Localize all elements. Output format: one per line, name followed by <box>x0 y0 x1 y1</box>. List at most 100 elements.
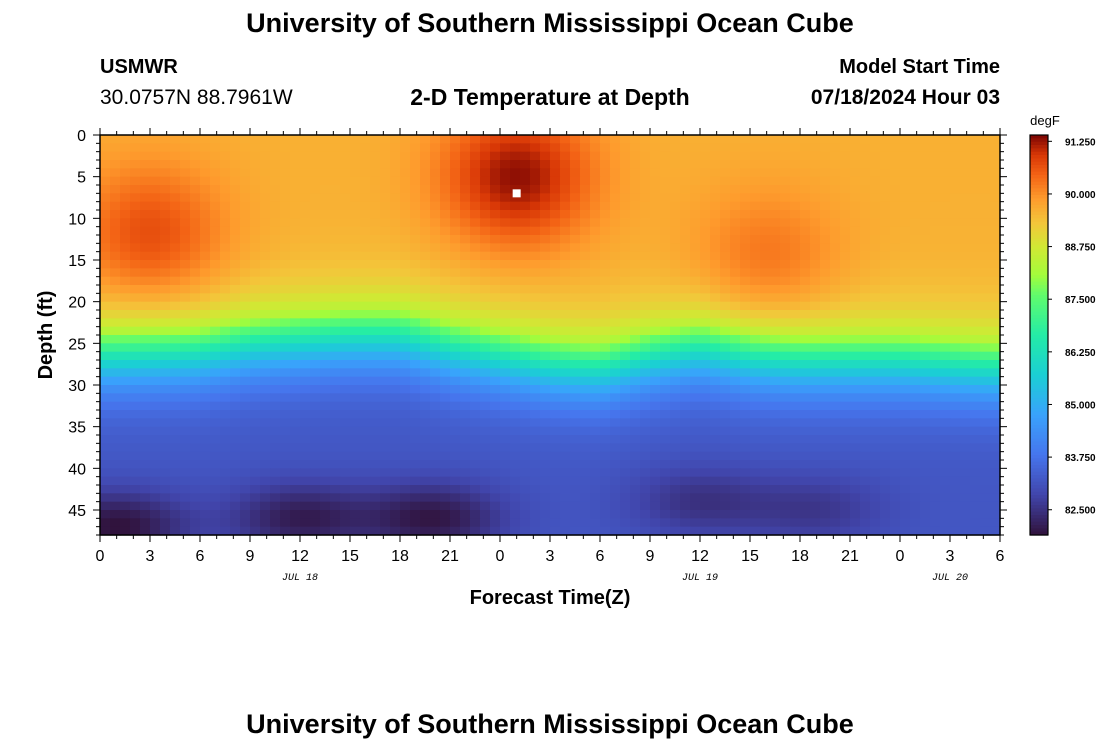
heatmap-cell <box>970 435 981 444</box>
heatmap-cell <box>840 243 851 253</box>
heatmap-cell <box>660 501 671 511</box>
heatmap-cell <box>960 343 971 353</box>
heatmap-cell <box>610 251 621 261</box>
heatmap-cell <box>650 160 661 169</box>
heatmap-cell <box>840 285 851 294</box>
heatmap-cell <box>960 251 971 261</box>
heatmap-cell <box>290 410 301 419</box>
heatmap-cell <box>330 135 341 144</box>
heatmap-cell <box>920 301 931 311</box>
heatmap-cell <box>130 318 141 328</box>
heatmap-cell <box>120 268 131 278</box>
heatmap-cell <box>730 435 741 444</box>
heatmap-cell <box>840 235 851 244</box>
heatmap-cell <box>360 510 371 519</box>
heatmap-cell <box>670 501 681 511</box>
heatmap-cell <box>980 276 991 286</box>
heatmap-cell <box>670 276 681 286</box>
heatmap-cell <box>860 201 871 211</box>
heatmap-cell <box>550 476 561 486</box>
heatmap-cell <box>950 501 961 511</box>
heatmap-cell <box>260 168 271 178</box>
heatmap-cell <box>380 193 391 203</box>
heatmap-cell <box>140 485 151 494</box>
heatmap-cell <box>490 151 501 161</box>
heatmap-cell <box>460 376 471 386</box>
heatmap-cell <box>300 443 311 453</box>
heatmap-cell <box>210 335 221 344</box>
heatmap-cell <box>350 235 361 244</box>
heatmap-cell <box>930 376 941 386</box>
heatmap-cell <box>480 168 491 178</box>
heatmap-cell <box>870 235 881 244</box>
heatmap-cell <box>200 251 211 261</box>
heatmap-cell <box>720 501 731 511</box>
heatmap-cell <box>940 210 951 219</box>
heatmap-cell <box>280 385 291 394</box>
heatmap-cell <box>640 260 651 269</box>
heatmap-cell <box>760 318 771 328</box>
heatmap-cell <box>530 201 541 211</box>
heatmap-cell <box>440 310 451 319</box>
heatmap-cell <box>510 201 521 211</box>
colorbar-segment <box>1030 331 1048 336</box>
heatmap-cell <box>690 451 701 461</box>
heatmap-cell <box>310 293 321 303</box>
heatmap-cell <box>830 351 841 361</box>
chart-title: University of Southern Mississippi Ocean… <box>246 8 854 38</box>
heatmap-cell <box>530 451 541 461</box>
heatmap-cell <box>440 510 451 519</box>
heatmap-cell <box>810 226 821 236</box>
heatmap-cell <box>710 285 721 294</box>
heatmap-cell <box>790 293 801 303</box>
heatmap-cell <box>530 326 541 336</box>
heatmap-cell <box>840 335 851 344</box>
heatmap-cell <box>640 360 651 369</box>
heatmap-cell <box>830 393 841 403</box>
heatmap-cell <box>170 251 181 261</box>
heatmap-cell <box>620 501 631 511</box>
heatmap-cell <box>950 243 961 253</box>
heatmap-cell <box>100 426 111 436</box>
heatmap-cell <box>210 385 221 394</box>
heatmap-cell <box>830 418 841 428</box>
heatmap-cell <box>440 318 451 328</box>
heatmap-cell <box>280 151 291 161</box>
heatmap-cell <box>990 443 1001 453</box>
heatmap-cell <box>270 418 281 428</box>
heatmap-cell <box>200 160 211 169</box>
heatmap-cell <box>480 243 491 253</box>
heatmap-cell <box>180 401 191 411</box>
heatmap-cell <box>310 385 321 394</box>
heatmap-cell <box>870 360 881 369</box>
heatmap-cell <box>970 368 981 378</box>
heatmap-cell <box>770 493 781 503</box>
heatmap-cell <box>400 135 411 144</box>
heatmap-cell <box>680 501 691 511</box>
heatmap-cell <box>690 310 701 319</box>
heatmap-cell <box>430 460 441 469</box>
heatmap-cell <box>760 418 771 428</box>
heatmap-cell <box>120 301 131 311</box>
heatmap-cell <box>480 210 491 219</box>
heatmap-cell <box>930 151 941 161</box>
heatmap-cell <box>760 243 771 253</box>
heatmap-cell <box>880 193 891 203</box>
heatmap-cell <box>410 351 421 361</box>
heatmap-cell <box>450 426 461 436</box>
heatmap-cell <box>590 343 601 353</box>
heatmap-cell <box>150 251 161 261</box>
colorbar-segment <box>1030 418 1048 423</box>
heatmap-cell <box>690 343 701 353</box>
heatmap-cell <box>790 410 801 419</box>
heatmap-cell <box>490 243 501 253</box>
heatmap-cell <box>520 151 531 161</box>
heatmap-cell <box>770 310 781 319</box>
heatmap-cell <box>190 260 201 269</box>
heatmap-cell <box>540 268 551 278</box>
heatmap-cell <box>520 443 531 453</box>
heatmap-cell <box>790 210 801 219</box>
heatmap-cell <box>330 360 341 369</box>
heatmap-cell <box>660 510 671 519</box>
heatmap-cell <box>490 418 501 428</box>
